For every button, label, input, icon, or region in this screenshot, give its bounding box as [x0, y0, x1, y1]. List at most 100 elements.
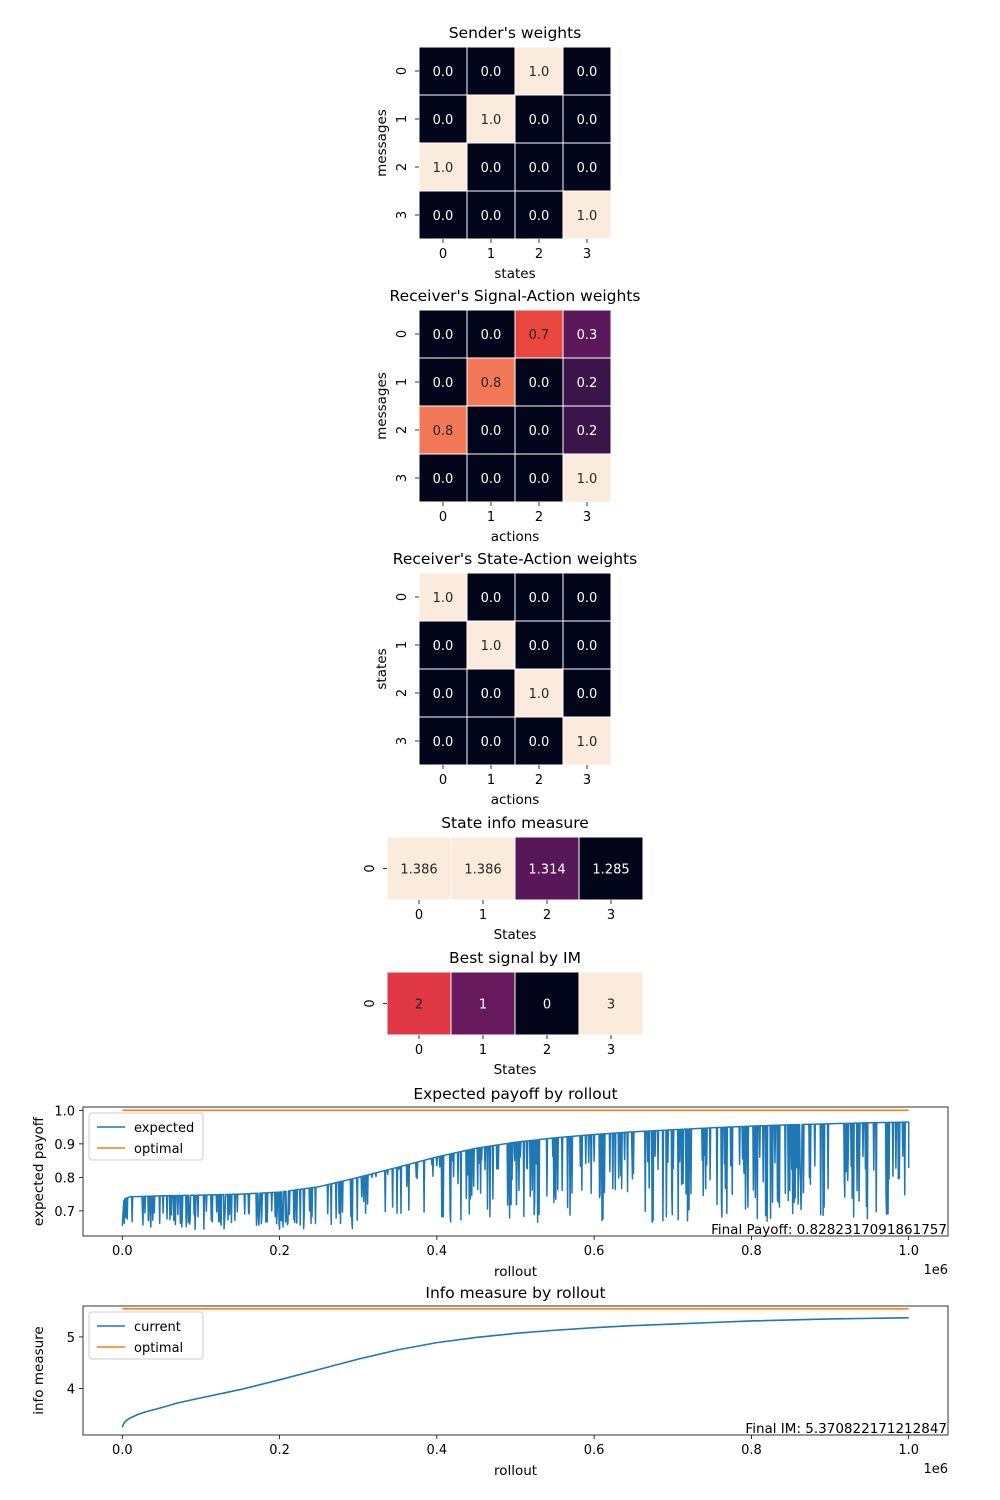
heatmap-cell: [562, 190, 612, 240]
heatmap-cell: [562, 668, 612, 718]
x-tick-label: 2: [535, 773, 543, 788]
x-axis-label: rollout: [494, 1463, 537, 1479]
cell-label: 0.0: [433, 639, 454, 654]
heatmap-cell: [450, 971, 516, 1036]
cell-label: 1.0: [433, 591, 454, 606]
y-tick-label: 5: [67, 1331, 75, 1346]
legend: expected optimal: [88, 1112, 204, 1161]
y-axis-label: expected payoff: [31, 1116, 47, 1226]
cell-label: 1.0: [577, 209, 598, 224]
cell-label: 3: [607, 998, 615, 1013]
y-axis-label: messages: [374, 372, 390, 440]
y-tick-label: 3: [395, 474, 410, 482]
heatmap-cell: [418, 716, 468, 766]
cell-label: 0.0: [433, 472, 454, 487]
cell-label: 0.8: [481, 376, 502, 391]
cell-label: 0: [543, 998, 551, 1013]
cell-label: 0.0: [433, 65, 454, 80]
x-tick-label: 2: [543, 1043, 551, 1058]
y-tick-label: 1: [395, 115, 410, 123]
heatmap-cell: [418, 405, 468, 455]
cell-label: 0.2: [577, 376, 598, 391]
heatmap-cell: [466, 620, 516, 670]
heatmap-cell: [514, 716, 564, 766]
y-tick-label: 4: [67, 1383, 75, 1398]
chart-title: State info measure: [441, 814, 589, 832]
cell-label: 1.386: [400, 863, 437, 878]
heatmap-cell: [418, 46, 468, 96]
cell-label: 0.0: [529, 472, 550, 487]
cell-label: 0.8: [433, 424, 454, 439]
cell-label: 0.3: [577, 328, 598, 343]
x-tick-label: 0.8: [741, 1244, 762, 1259]
x-tick-label: 1.0: [898, 1244, 919, 1259]
legend-entry: expected: [134, 1121, 194, 1136]
cell-label: 1.386: [464, 863, 501, 878]
x-tick-label: 0.8: [741, 1443, 762, 1458]
y-tick-label: 1: [395, 641, 410, 649]
cell-label: 0.0: [433, 328, 454, 343]
x-tick-label: 0.2: [269, 1244, 290, 1259]
heatmap-cell: [466, 405, 516, 455]
cell-label: 1.0: [433, 161, 454, 176]
cell-label: 0.0: [529, 591, 550, 606]
plot-frame: [82, 1305, 949, 1436]
heatmap-cell: [514, 836, 580, 901]
heatmap-cell: [466, 94, 516, 144]
cell-label: 0.0: [481, 472, 502, 487]
cell-label: 0.0: [481, 735, 502, 750]
x-offset-label: 1e6: [923, 1462, 948, 1477]
heatmap-1: Receiver's Signal-Action weights 0.0 0.0 0.…: [374, 287, 641, 545]
x-axis-label: States: [494, 927, 537, 943]
x-tick-label: 0: [439, 773, 447, 788]
heatmap-cell: [450, 836, 516, 901]
heatmap-cell: [514, 572, 564, 622]
heatmap-cell: [466, 46, 516, 96]
x-axis-label: states: [494, 266, 535, 282]
heatmap-cell: [514, 357, 564, 407]
y-tick-label: 0.7: [54, 1205, 75, 1220]
cell-label: 2: [415, 998, 423, 1013]
cell-label: 0.0: [481, 161, 502, 176]
x-tick-label: 0.4: [427, 1244, 448, 1259]
legend: current optimal: [88, 1311, 204, 1360]
heatmap-3: State info measure 1.386 1.386 1.314 1.285 0 1…: [363, 814, 644, 943]
chart-title: Best signal by IM: [449, 949, 581, 967]
y-tick-label: 0: [363, 864, 378, 872]
cell-label: 0.7: [529, 328, 550, 343]
cell-label: 1.0: [529, 687, 550, 702]
x-tick-label: 3: [583, 247, 591, 262]
y-tick-label: 0: [395, 593, 410, 601]
chart-title: Sender's weights: [449, 24, 582, 42]
x-tick-label: 1: [479, 908, 487, 923]
series-line-current: [121, 1317, 909, 1428]
heatmap-4: Best signal by IM 2 1 0 3 0 1 2 3 0 States: [363, 949, 644, 1078]
heatmap-0: Sender's weights 0.0 0.0 1.0 0.0 0.0 1.0 0.0 0.0…: [374, 24, 612, 282]
cell-label: 0.0: [481, 591, 502, 606]
cell-label: 0.0: [529, 161, 550, 176]
cell-label: 0.0: [577, 591, 598, 606]
cell-label: 0.0: [433, 687, 454, 702]
x-tick-label: 2: [535, 247, 543, 262]
x-tick-label: 1: [479, 1043, 487, 1058]
heatmap-cell: [514, 46, 564, 96]
cell-label: 1.0: [481, 639, 502, 654]
x-tick-label: 0.6: [584, 1244, 605, 1259]
heatmap-cell: [466, 668, 516, 718]
cell-label: 1.314: [528, 863, 565, 878]
heatmap-cell: [562, 620, 612, 670]
x-offset-label: 1e6: [923, 1263, 948, 1278]
chart-title: Expected payoff by rollout: [413, 1085, 617, 1103]
x-tick-label: 0.6: [584, 1443, 605, 1458]
heatmap-cell: [418, 668, 468, 718]
y-tick-label: 0: [363, 999, 378, 1007]
x-axis-label: actions: [491, 529, 540, 545]
x-tick-label: 0: [439, 510, 447, 525]
heatmap-cell: [418, 309, 468, 359]
cell-label: 0.0: [577, 65, 598, 80]
heatmap-cell: [578, 971, 644, 1036]
cell-label: 1.0: [529, 65, 550, 80]
plot-frame: [82, 1106, 949, 1237]
y-axis-label: states: [374, 648, 390, 689]
